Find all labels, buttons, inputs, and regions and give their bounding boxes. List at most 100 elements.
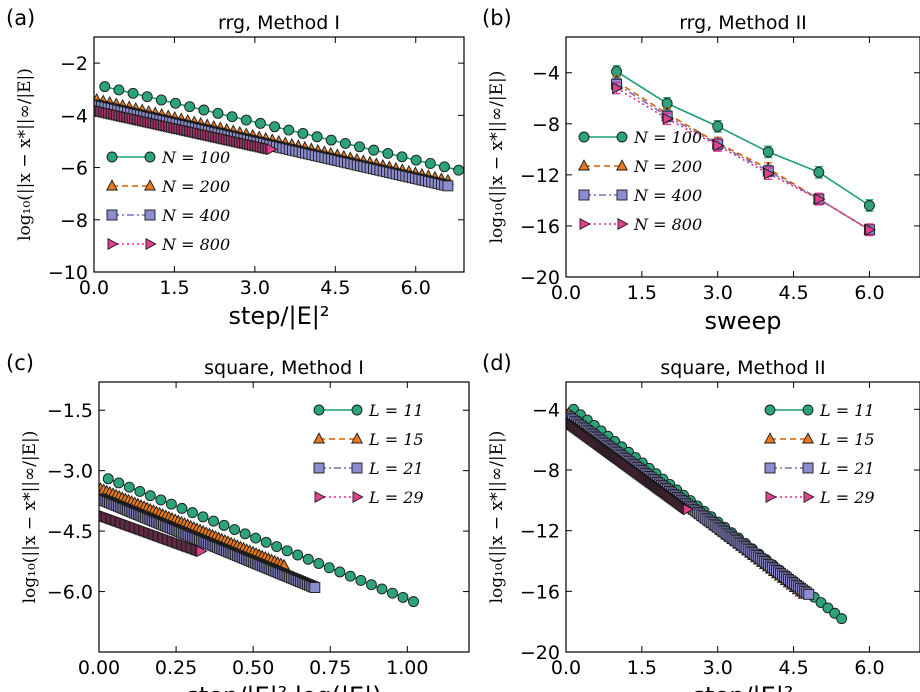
series-L29 — [566, 417, 695, 516]
legend-marker — [615, 159, 629, 171]
data-point — [269, 121, 281, 133]
x-tick-label: 4.5 — [778, 657, 808, 679]
x-tick-label: 0.00 — [78, 657, 120, 679]
x-tick-label: 3.0 — [703, 282, 733, 304]
legend-label: N = 100 — [161, 148, 230, 167]
legend-marker — [764, 404, 776, 416]
series-L29 — [99, 510, 208, 558]
data-point — [281, 545, 293, 557]
data-point — [266, 143, 278, 156]
legend-marker — [764, 462, 776, 474]
y-tick-label: −20 — [520, 642, 560, 664]
data-area — [610, 65, 877, 237]
legend-marker — [801, 432, 815, 444]
legend-label: L = 21 — [368, 459, 424, 478]
data-point — [325, 134, 337, 146]
x-tick-label: 1.5 — [159, 277, 189, 299]
chart-title: rrg, Method II — [679, 12, 807, 34]
legend-marker — [106, 209, 118, 221]
series-L11 — [102, 473, 419, 608]
legend-marker — [313, 404, 325, 416]
legend-marker — [351, 462, 363, 474]
y-axis-label: log₁₀(||x − x*||∞/|E|) — [15, 68, 35, 241]
series-N100 — [99, 81, 464, 176]
series-N800 — [94, 105, 278, 156]
data-point — [198, 104, 210, 116]
data-point — [218, 519, 230, 531]
legend-label: L = 29 — [368, 488, 424, 507]
x-tick-label: 0.50 — [232, 657, 274, 679]
y-tick-label: −8 — [60, 210, 88, 232]
legend-marker — [351, 404, 363, 416]
y-axis-label: log₁₀(||x − x*||∞/|E|) — [487, 431, 507, 604]
legend-label: L = 15 — [368, 430, 424, 449]
series-N200 — [610, 74, 876, 237]
data-point — [226, 111, 238, 123]
panel-d: 0.0 1.5 3.0 4.5 6.0 −4 −8 −12 −16 −20 square, Meth… — [482, 351, 920, 692]
y-tick-label: −4.5 — [47, 521, 93, 543]
data-point — [196, 545, 208, 558]
data-point — [302, 553, 314, 565]
data-point — [763, 167, 775, 180]
data-point — [208, 515, 219, 527]
x-tick-label: 6.0 — [854, 282, 884, 304]
legend: N = 100 N = 200 N = 400 N = 800 — [105, 148, 230, 254]
legend-marker — [616, 189, 628, 201]
data-point — [155, 494, 167, 506]
data-point — [113, 477, 125, 489]
legend-marker — [312, 432, 326, 444]
data-point — [682, 503, 695, 516]
legend-marker — [578, 189, 590, 201]
legend-label: N = 400 — [633, 186, 702, 205]
legend-marker — [802, 462, 814, 474]
data-point — [197, 511, 209, 523]
plot-frame — [565, 36, 920, 278]
data-point — [113, 84, 125, 96]
data-point — [165, 498, 177, 510]
legend-marker — [765, 490, 777, 504]
y-tick-label: −4 — [532, 399, 560, 421]
series-N100 — [611, 65, 875, 212]
data-point — [155, 94, 167, 106]
data-point — [762, 146, 774, 158]
data-point — [260, 536, 272, 548]
data-point — [240, 114, 252, 126]
legend-marker — [802, 404, 814, 416]
x-tick-label: 0.0 — [79, 277, 109, 299]
legend-marker — [763, 432, 777, 444]
data-point — [99, 81, 111, 93]
data-point — [355, 574, 367, 586]
legend-marker — [105, 179, 119, 191]
series-L21 — [99, 493, 321, 593]
legend-label: N = 400 — [161, 206, 230, 225]
data-point — [323, 562, 335, 574]
plot-frame — [93, 36, 465, 273]
data-point — [127, 87, 139, 99]
legend-marker — [577, 159, 591, 171]
legend-marker — [803, 490, 815, 504]
plot-frame — [98, 381, 470, 653]
legend-label: L = 15 — [819, 430, 875, 449]
y-tick-label: −2 — [60, 53, 88, 75]
plot-frame — [565, 381, 920, 653]
x-tick-label: 6.0 — [854, 657, 884, 679]
data-point — [184, 101, 196, 113]
legend-marker — [314, 490, 326, 504]
data-point — [176, 502, 188, 514]
legend-marker — [579, 217, 591, 231]
legend-marker — [313, 462, 325, 474]
legend-label: N = 200 — [633, 157, 702, 176]
y-tick-label: −4 — [60, 105, 88, 127]
y-tick-label: −1.5 — [47, 400, 93, 422]
panel-b: 0.0 1.5 3.0 4.5 6.0 −4 −8 −12 −16 −20 rrg, Method … — [482, 6, 920, 335]
x-tick-label: 3.0 — [240, 277, 270, 299]
data-point — [863, 200, 875, 211]
data-point — [813, 166, 825, 178]
legend-label: N = 800 — [633, 215, 702, 234]
series-line — [616, 70, 870, 207]
legend: L = 11 L = 15 L = 21 L = 29 — [763, 401, 875, 507]
data-point — [354, 141, 365, 153]
data-point — [662, 112, 674, 125]
legend-marker — [143, 179, 157, 191]
series-N400 — [94, 99, 454, 192]
